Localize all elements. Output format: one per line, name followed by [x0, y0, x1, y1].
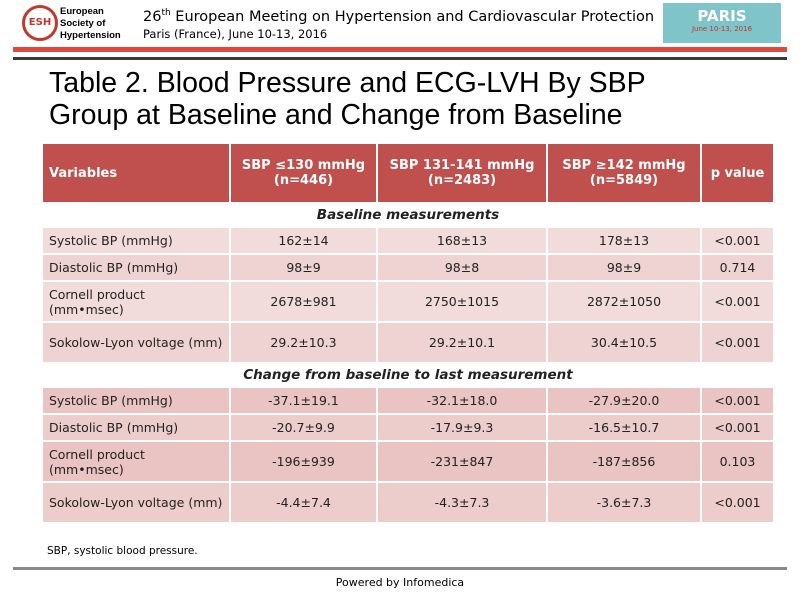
cell: -231±847	[378, 442, 546, 481]
org-line: Society of	[60, 18, 106, 29]
location: Paris (France), June 10-13, 2016	[143, 27, 328, 41]
section-label: Change from baseline to last measurement	[43, 364, 773, 386]
title-line: Table 2. Blood Pressure and ECG-LVH By S…	[49, 67, 646, 99]
cell: 0.714	[702, 255, 773, 280]
meeting-title: European Meeting on Hypertension and Car…	[170, 8, 655, 25]
cell: -32.1±18.0	[378, 388, 546, 413]
footer: Powered by Infomedica	[335, 576, 465, 589]
section-row: Change from baseline to last measurement	[43, 364, 773, 386]
cell: 168±13	[378, 228, 546, 253]
footer-rule	[13, 567, 787, 570]
cell: 178±13	[548, 228, 700, 253]
badge-date: June 10-13, 2016	[691, 25, 753, 33]
cell: -4.4±7.4	[231, 483, 376, 522]
cell: 2872±1050	[548, 282, 700, 321]
table-row: Cornell product (mm•msec) -196±939 -231±84…	[43, 442, 773, 481]
cell: 0.103	[702, 442, 773, 481]
header-line: p value	[710, 165, 765, 181]
cell: -187±856	[548, 442, 700, 481]
meeting-number: 26	[143, 8, 162, 25]
header-line: SBP 131-141 mmHg	[389, 158, 535, 173]
table-row: Systolic BP (mmHg) -37.1±19.1 -32.1±18.0 -2…	[43, 388, 773, 413]
header-line: (n=2483)	[427, 173, 497, 188]
header-line: (n=446)	[273, 173, 334, 188]
slide-title: Table 2. Blood Pressure and ECG-LVH By S…	[49, 67, 646, 131]
cell: 98±9	[548, 255, 700, 280]
cell: 98±8	[378, 255, 546, 280]
footnote: SBP, systolic blood pressure.	[47, 545, 198, 557]
cell: 29.2±10.3	[231, 323, 376, 362]
cell: <0.001	[702, 388, 773, 413]
header-line: (n=5849)	[589, 173, 659, 188]
header-line: Variables	[49, 165, 118, 181]
header-cell: SBP 131-141 mmHg (n=2483)	[378, 144, 546, 202]
row-label: Sokolow-Lyon voltage (mm)	[43, 483, 229, 522]
dark-rule	[13, 57, 787, 60]
org-line: European	[60, 6, 104, 17]
header-cell: p value	[702, 144, 773, 202]
row-label: Systolic BP (mmHg)	[43, 228, 229, 253]
section-label: Baseline measurements	[43, 204, 773, 226]
meeting: 26th European Meeting on Hypertension an…	[143, 8, 654, 25]
cell: <0.001	[702, 228, 773, 253]
header-row: Variables SBP ≤130 mmHg (n=446) SBP 131-141…	[43, 144, 773, 202]
table-row: Systolic BP (mmHg) 162±14 168±13 178±13 <0.0…	[43, 228, 773, 253]
row-label: Cornell product (mm•msec)	[43, 442, 229, 481]
logo: ESH	[22, 5, 58, 41]
table-row: Diastolic BP (mmHg) 98±9 98±8 98±9 0.714	[43, 255, 773, 280]
cell: -3.6±7.3	[548, 483, 700, 522]
cell: <0.001	[702, 415, 773, 440]
header-cell: SBP ≤130 mmHg (n=446)	[231, 144, 376, 202]
table-row: Sokolow-Lyon voltage (mm) 29.2±10.3 29.2±1…	[43, 323, 773, 362]
red-rule	[13, 47, 787, 52]
org-line: Hypertension	[60, 30, 121, 41]
table-row: Cornell product (mm•msec) 2678±981 2750±10…	[43, 282, 773, 321]
row-label: Cornell product (mm•msec)	[43, 282, 229, 321]
cell: 2678±981	[231, 282, 376, 321]
section-row: Baseline measurements	[43, 204, 773, 226]
table-row: Diastolic BP (mmHg) -20.7±9.9 -17.9±9.3 -16…	[43, 415, 773, 440]
row-label: Sokolow-Lyon voltage (mm)	[43, 323, 229, 362]
cell: -4.3±7.3	[378, 483, 546, 522]
cell: -16.5±10.7	[548, 415, 700, 440]
cell: <0.001	[702, 483, 773, 522]
cell: 162±14	[231, 228, 376, 253]
cell: <0.001	[702, 323, 773, 362]
cell: -20.7±9.9	[231, 415, 376, 440]
org-name: European Society of Hypertension	[60, 6, 121, 42]
cell: <0.001	[702, 282, 773, 321]
cell: 2750±1015	[378, 282, 546, 321]
cell: -37.1±19.1	[231, 388, 376, 413]
row-label: Diastolic BP (mmHg)	[43, 255, 229, 280]
title-line: Group at Baseline and Change from Baseli…	[49, 99, 623, 131]
badge: PARIS June 10-13, 2016	[663, 3, 781, 43]
row-label: Systolic BP (mmHg)	[43, 388, 229, 413]
header-line: SBP ≤130 mmHg	[241, 158, 366, 173]
header-cell: SBP ≥142 mmHg (n=5849)	[548, 144, 700, 202]
cell: -196±939	[231, 442, 376, 481]
cell: -17.9±9.3	[378, 415, 546, 440]
header-cell: Variables	[43, 144, 229, 202]
meeting-suffix: th	[161, 8, 171, 18]
row-label: Diastolic BP (mmHg)	[43, 415, 229, 440]
cell: 30.4±10.5	[548, 323, 700, 362]
table-row: Sokolow-Lyon voltage (mm) -4.4±7.4 -4.3±7.…	[43, 483, 773, 522]
cell: -27.9±20.0	[548, 388, 700, 413]
cell: 29.2±10.1	[378, 323, 546, 362]
badge-text: PARIS	[697, 7, 747, 25]
cell: 98±9	[231, 255, 376, 280]
header-line: SBP ≥142 mmHg	[562, 158, 686, 173]
data-table: Variables SBP ≤130 mmHg (n=446) SBP 131-141…	[41, 142, 775, 524]
